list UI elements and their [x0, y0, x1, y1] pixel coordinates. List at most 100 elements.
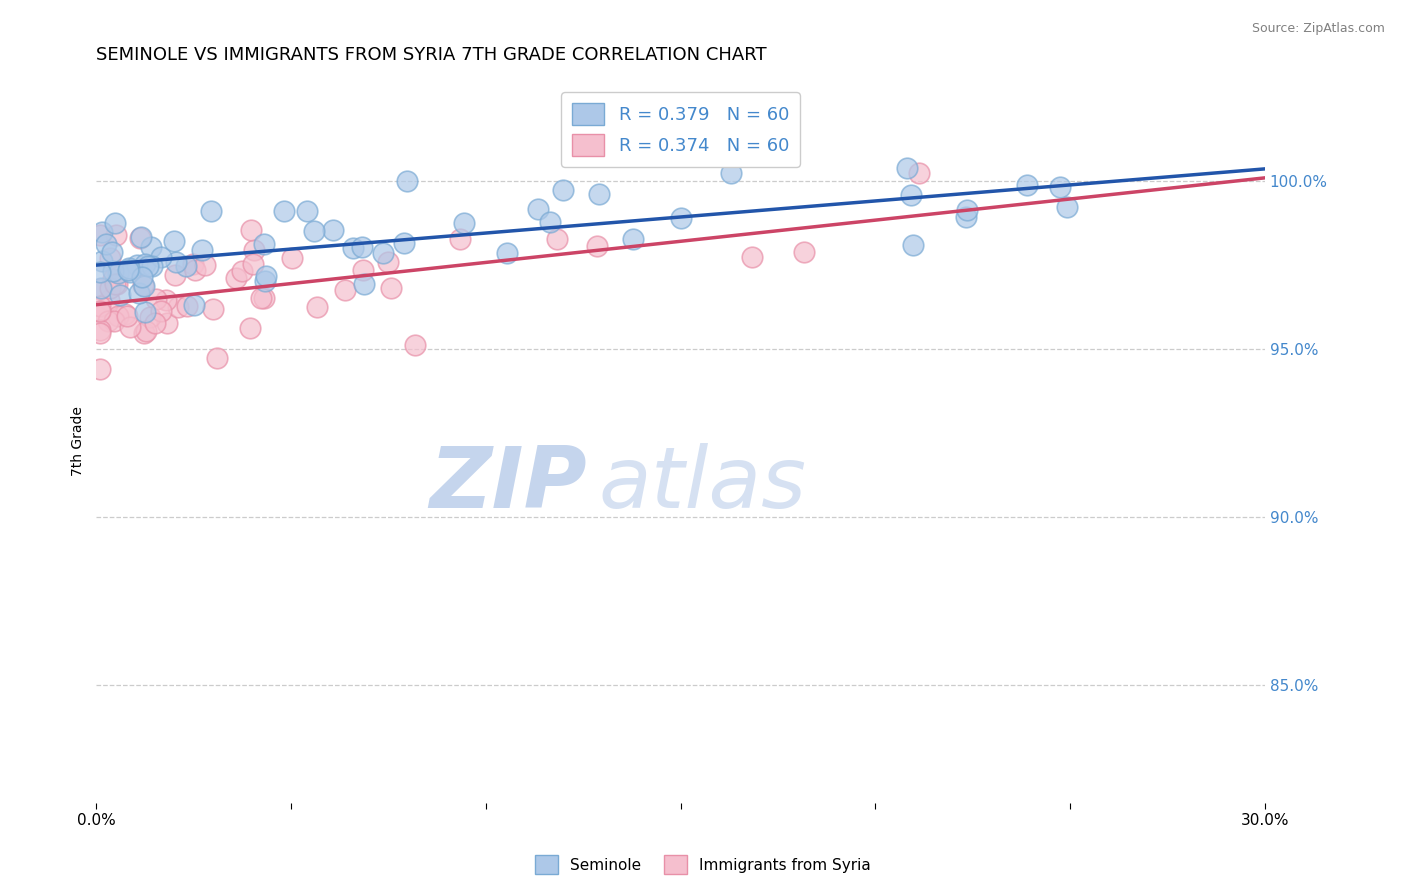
- Point: [97, 314, 120, 328]
- Point: [281, 252, 304, 266]
- Point: [496, 246, 519, 260]
- Point: [165, 254, 187, 268]
- Point: [101, 245, 124, 260]
- Point: [253, 274, 276, 288]
- Point: [136, 259, 159, 273]
- Point: [200, 203, 222, 218]
- Point: [373, 246, 395, 260]
- Legend: R = 0.379   N = 60, R = 0.374   N = 60: R = 0.379 N = 60, R = 0.374 N = 60: [561, 92, 800, 167]
- Point: [586, 238, 609, 252]
- Point: [89, 265, 111, 279]
- Point: [90, 254, 112, 268]
- Point: [183, 298, 205, 312]
- Point: [90, 281, 112, 295]
- Point: [114, 307, 136, 321]
- Point: [125, 258, 148, 272]
- Point: [134, 326, 156, 340]
- Point: [101, 272, 124, 286]
- Point: [1015, 178, 1038, 192]
- Text: atlas: atlas: [599, 443, 807, 526]
- Point: [202, 301, 225, 316]
- Point: [671, 211, 693, 226]
- Point: [793, 245, 815, 260]
- Y-axis label: 7th Grade: 7th Grade: [72, 406, 86, 476]
- Point: [342, 241, 364, 255]
- Point: [254, 268, 277, 283]
- Point: [176, 260, 198, 274]
- Point: [156, 316, 179, 330]
- Point: [149, 250, 172, 264]
- Point: [107, 266, 129, 280]
- Point: [118, 260, 141, 275]
- Point: [395, 174, 418, 188]
- Point: [720, 166, 742, 180]
- Point: [132, 279, 155, 293]
- Point: [588, 186, 610, 201]
- Point: [129, 231, 152, 245]
- Point: [128, 286, 150, 301]
- Point: [155, 293, 177, 308]
- Point: [138, 310, 160, 325]
- Point: [741, 251, 763, 265]
- Point: [527, 202, 550, 217]
- Point: [166, 300, 188, 314]
- Point: [98, 251, 121, 265]
- Point: [194, 259, 217, 273]
- Point: [89, 300, 111, 314]
- Point: [181, 257, 204, 271]
- Point: [135, 324, 157, 338]
- Point: [89, 362, 111, 376]
- Point: [105, 277, 128, 291]
- Point: [239, 321, 262, 335]
- Point: [89, 304, 111, 318]
- Point: [231, 264, 253, 278]
- Point: [104, 216, 127, 230]
- Point: [907, 166, 929, 180]
- Point: [621, 232, 644, 246]
- Point: [955, 202, 977, 217]
- Point: [450, 232, 472, 246]
- Point: [108, 288, 131, 302]
- Point: [353, 277, 375, 291]
- Point: [380, 281, 402, 295]
- Point: [191, 243, 214, 257]
- Point: [143, 316, 166, 330]
- Point: [225, 271, 247, 285]
- Point: [352, 262, 374, 277]
- Point: [134, 257, 156, 271]
- Point: [273, 203, 295, 218]
- Point: [305, 301, 328, 315]
- Point: [139, 240, 162, 254]
- Point: [163, 235, 186, 249]
- Point: [89, 228, 111, 243]
- Point: [302, 224, 325, 238]
- Point: [1056, 200, 1078, 214]
- Point: [134, 305, 156, 319]
- Point: [404, 337, 426, 351]
- Point: [955, 211, 977, 225]
- Point: [101, 264, 124, 278]
- Point: [131, 270, 153, 285]
- Point: [90, 225, 112, 239]
- Point: [239, 223, 262, 237]
- Point: [89, 326, 111, 341]
- Point: [546, 232, 568, 246]
- Point: [253, 291, 276, 305]
- Point: [377, 255, 399, 269]
- Point: [253, 236, 276, 251]
- Point: [896, 161, 918, 175]
- Point: [207, 351, 229, 365]
- Point: [901, 237, 924, 252]
- Point: [1049, 180, 1071, 194]
- Point: [118, 320, 141, 334]
- Point: [163, 268, 186, 282]
- Point: [333, 283, 356, 297]
- Point: [900, 188, 922, 202]
- Point: [115, 310, 138, 324]
- Text: SEMINOLE VS IMMIGRANTS FROM SYRIA 7TH GRADE CORRELATION CHART: SEMINOLE VS IMMIGRANTS FROM SYRIA 7TH GR…: [97, 46, 768, 64]
- Point: [553, 183, 575, 197]
- Text: ZIP: ZIP: [429, 443, 588, 526]
- Point: [242, 257, 264, 271]
- Point: [96, 237, 118, 252]
- Point: [141, 260, 163, 274]
